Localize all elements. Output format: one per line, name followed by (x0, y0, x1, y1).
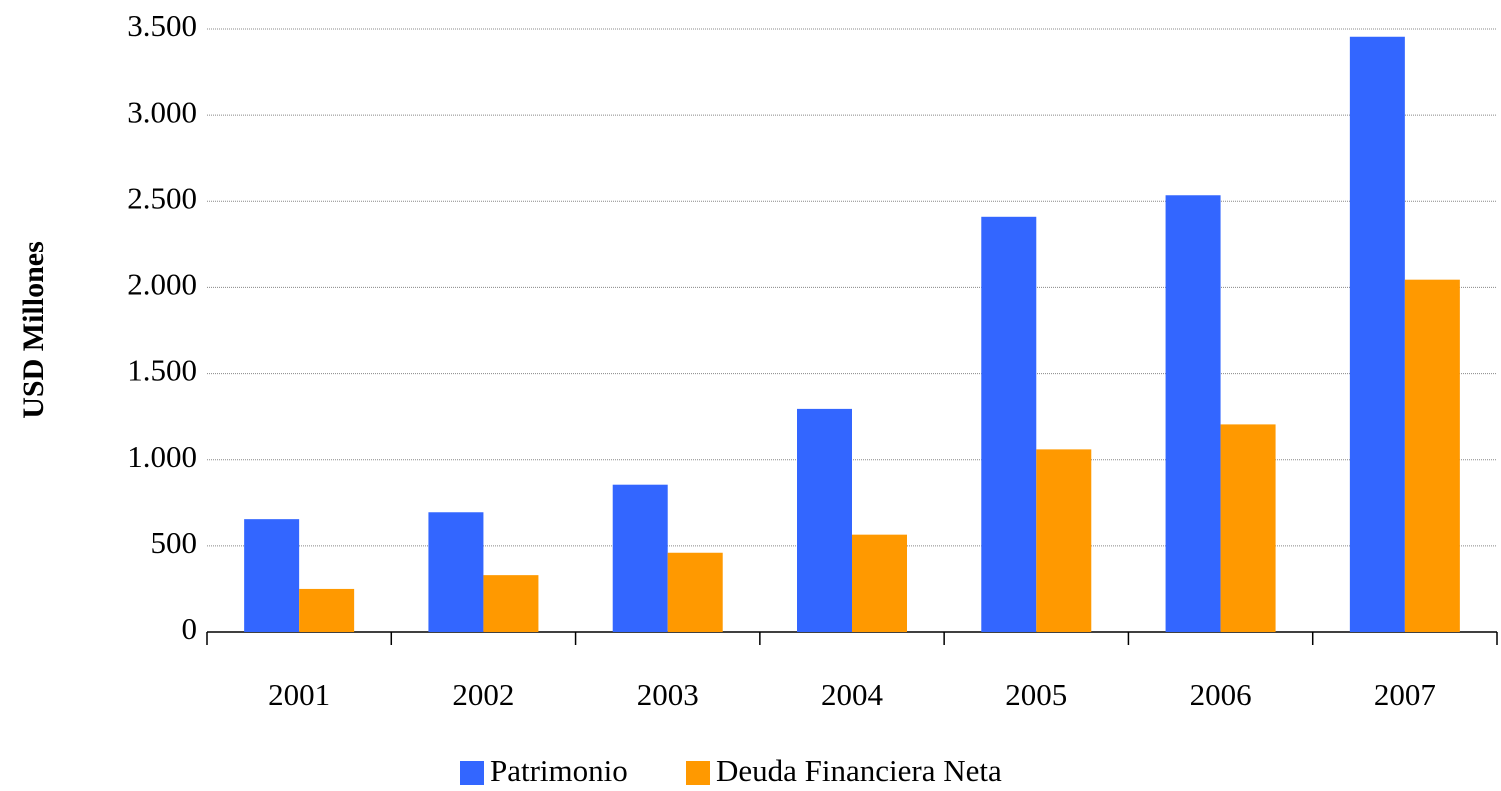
legend-swatch (686, 761, 710, 785)
y-tick-label: 3.500 (127, 8, 197, 43)
bar (1349, 36, 1405, 632)
bar (1404, 279, 1460, 632)
legend-label: Deuda Financiera Neta (716, 753, 1002, 788)
bar (612, 484, 668, 632)
legend-label: Patrimonio (490, 753, 628, 788)
x-tick-label: 2003 (637, 677, 699, 712)
y-tick-label: 1.500 (127, 353, 197, 388)
x-tick-label: 2004 (821, 677, 884, 712)
bar (483, 575, 539, 632)
y-axis-label: USD Millones (17, 241, 50, 419)
bar (667, 552, 723, 632)
x-tick-label: 2007 (1374, 677, 1436, 712)
y-tick-label: 2.000 (127, 267, 197, 302)
y-tick-label: 1.000 (127, 439, 197, 474)
bar (797, 408, 852, 632)
bar (852, 534, 907, 632)
y-tick-label: 500 (151, 525, 198, 560)
legend-swatch (460, 761, 484, 785)
y-tick-label: 2.500 (127, 180, 197, 215)
bar (428, 512, 484, 632)
x-tick-label: 2006 (1190, 677, 1252, 712)
x-tick-label: 2001 (268, 677, 330, 712)
bar (981, 216, 1037, 632)
bar (1220, 424, 1276, 632)
bar (299, 588, 355, 632)
bar (1036, 449, 1092, 632)
y-tick-label: 3.000 (127, 94, 197, 129)
bar (244, 519, 300, 632)
x-tick-label: 2005 (1005, 677, 1067, 712)
x-tick-label: 2002 (452, 677, 514, 712)
bar (1165, 195, 1221, 632)
y-tick-label: 0 (182, 611, 198, 646)
